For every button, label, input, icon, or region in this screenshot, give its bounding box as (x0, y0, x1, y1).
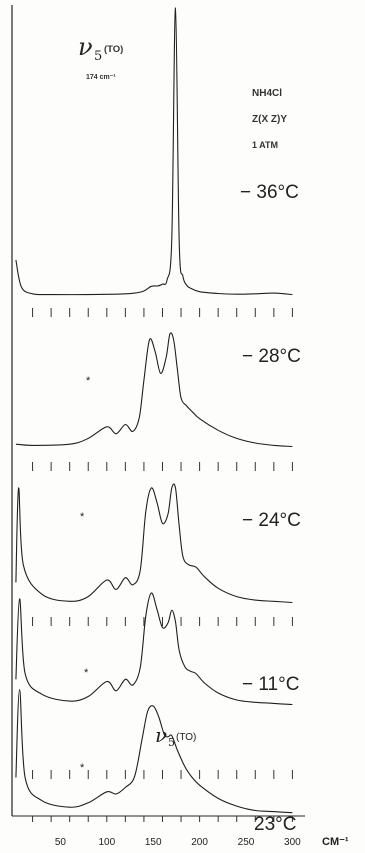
temperature-label: − 24°C (242, 510, 301, 531)
impurity-star: * (80, 762, 85, 774)
temperature-label: − 36°C (240, 182, 299, 203)
x-axis-unit-label: CM⁻¹ (322, 836, 349, 848)
temperature-label: 23°C (254, 814, 296, 835)
pressure-label: 1 ATM (252, 140, 278, 150)
nu-subscript: 5 (94, 49, 102, 64)
scattering-geometry: Z(X Z)Y (252, 114, 287, 125)
temperature-label: − 11°C (242, 674, 299, 695)
spectrum-curve (15, 688, 293, 814)
peak-mode-label-lower: (TO) (176, 732, 196, 743)
x-tick-label: 150 (145, 837, 162, 848)
spectrum-curve (15, 7, 293, 296)
temperature-labels: − 36°C − 28°C − 24°C − 11°C 23°C (240, 182, 301, 835)
x-tick-label: 250 (238, 837, 255, 848)
x-tick-label: 200 (191, 837, 208, 848)
spectrum-curve (15, 483, 293, 604)
x-tick-label: 100 (98, 837, 115, 848)
peak-value-label: 174 cm⁻¹ (86, 74, 116, 81)
impurity-star: * (80, 511, 85, 523)
temperature-label: − 28°C (242, 346, 301, 367)
peak-annotation-top: ν 5 (TO) 174 cm⁻¹ (78, 33, 123, 81)
spectrum-curve (15, 592, 293, 706)
sample-compound: NH4Cl (252, 88, 282, 99)
impurity-star: * (84, 667, 89, 679)
nu-symbol-lower: ν (155, 723, 167, 747)
spectrum-curves (15, 7, 293, 814)
nu-subscript-lower: 5 (168, 736, 175, 749)
tick-rows (32, 308, 293, 822)
spectrum-curve (15, 332, 293, 448)
impurity-star: * (86, 375, 91, 387)
peak-annotation-lower: ν 5 (TO) (155, 723, 196, 749)
x-tick-label: 300 (284, 837, 301, 848)
axis-layer (11, 5, 305, 817)
x-tick-label: 50 (55, 837, 67, 848)
impurity-markers: * * * * (80, 375, 91, 774)
x-tick-labels: 50 100 150 200 250 300 (55, 837, 301, 848)
peak-mode-label: (TO) (104, 44, 123, 55)
sample-info-block: NH4Cl Z(X Z)Y 1 ATM (252, 88, 287, 150)
nu-symbol: ν (78, 33, 93, 61)
